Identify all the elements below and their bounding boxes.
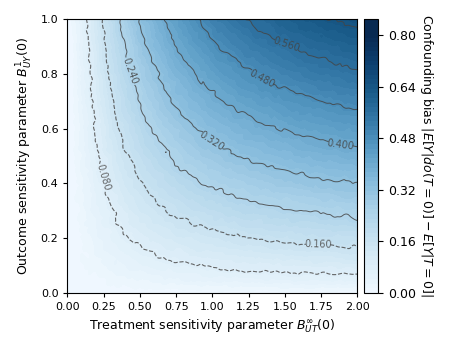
Y-axis label: Outcome sensitivity parameter $B_{UY}^{1}(0)$: Outcome sensitivity parameter $B_{UY}^{1… — [15, 37, 35, 275]
Text: 0.160: 0.160 — [304, 239, 332, 250]
Y-axis label: Confounding bias $|E[Y|do(T=0)] - E[Y|T=0]|$: Confounding bias $|E[Y|do(T=0)] - E[Y|T=… — [418, 14, 435, 298]
Text: 0.400: 0.400 — [326, 138, 355, 152]
Text: 0.480: 0.480 — [248, 68, 276, 90]
X-axis label: Treatment sensitivity parameter $B_{UT}^{\infty}(0)$: Treatment sensitivity parameter $B_{UT}^… — [89, 317, 336, 335]
Text: 0.080: 0.080 — [94, 163, 112, 192]
Text: 0.560: 0.560 — [272, 35, 302, 54]
Text: 0.240: 0.240 — [121, 57, 140, 86]
Text: 0.320: 0.320 — [198, 130, 226, 153]
